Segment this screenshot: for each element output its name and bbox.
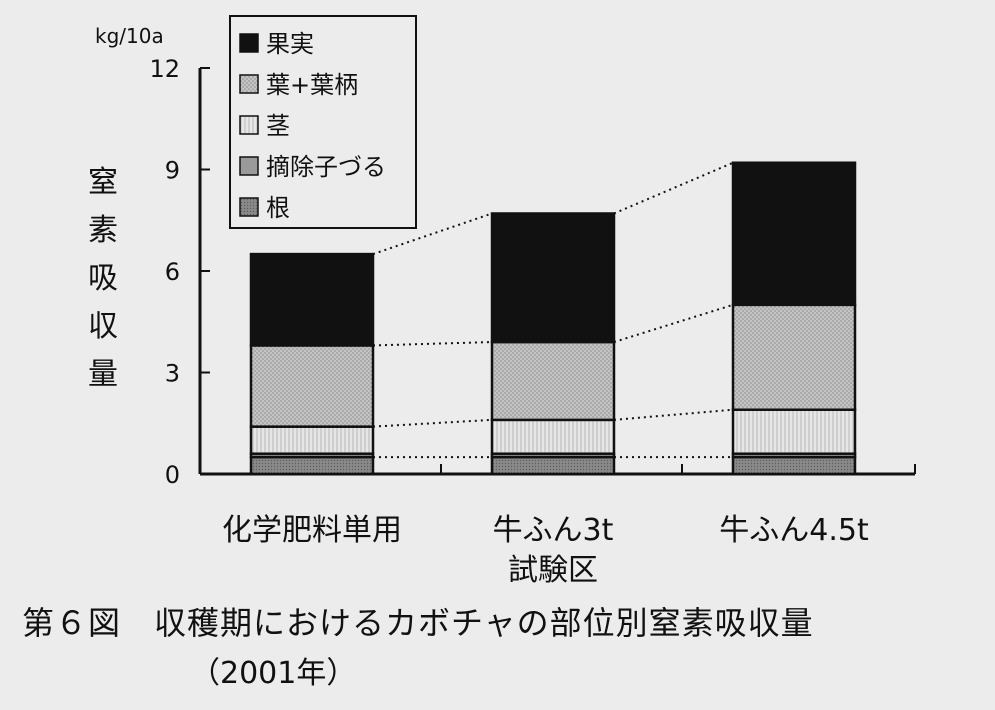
legend-swatch	[239, 115, 259, 135]
x-tick-label: 化学肥料単用	[222, 513, 402, 548]
y-tick-label: 3	[165, 360, 180, 388]
connector-line	[372, 341, 493, 347]
legend-swatch	[239, 197, 259, 217]
x-tick-label: 試験区	[508, 553, 598, 588]
legend-swatch	[239, 156, 259, 176]
legend-entry: 茎	[266, 112, 290, 140]
y-tick-label: 0	[165, 461, 180, 489]
connector-line	[613, 161, 734, 215]
bar-segment	[249, 425, 375, 455]
y-axis-title: 窒素吸収量	[88, 165, 118, 392]
unit-label: kg/10a	[95, 24, 164, 48]
figure-caption-year: （2001年）	[190, 656, 357, 691]
connector-line	[372, 418, 493, 428]
y-tick-label: 9	[165, 157, 180, 185]
legend-swatch	[239, 33, 259, 53]
y-tick-label: 12	[149, 55, 180, 83]
bar-segment	[249, 252, 375, 347]
bar-segment	[490, 418, 616, 455]
bar-segment	[490, 340, 616, 422]
bar-segment	[490, 455, 616, 476]
bar-segment	[249, 344, 375, 428]
figure-caption: 第６図 収穫期におけるカボチャの部位別窒素吸収量	[22, 604, 814, 642]
x-tick-label: 牛ふん3t	[493, 513, 614, 548]
x-tick-label: 牛ふん4.5t	[719, 513, 869, 548]
legend-entry: 葉+葉柄	[266, 71, 358, 99]
legend-entry: 果実	[266, 30, 314, 58]
connector-line	[613, 303, 734, 344]
y-tick-label: 6	[165, 258, 180, 286]
bar-segment	[731, 455, 857, 476]
legend-box	[229, 15, 417, 229]
legend-entry: 摘除子づる	[266, 153, 386, 181]
connector-line	[613, 408, 734, 421]
bar-segment	[249, 455, 375, 476]
chart: 0 3 6 9 12 kg/10a 窒素吸収量化学肥料単用 牛ふん3t 試験区 牛ふん4.5t 果…	[88, 15, 916, 588]
bar-segment	[731, 408, 857, 455]
bar-segment	[731, 161, 857, 307]
legend-swatch	[239, 74, 259, 94]
legend-entry: 根	[266, 194, 290, 222]
bar-segment	[731, 303, 857, 411]
bar-segment	[490, 212, 616, 344]
